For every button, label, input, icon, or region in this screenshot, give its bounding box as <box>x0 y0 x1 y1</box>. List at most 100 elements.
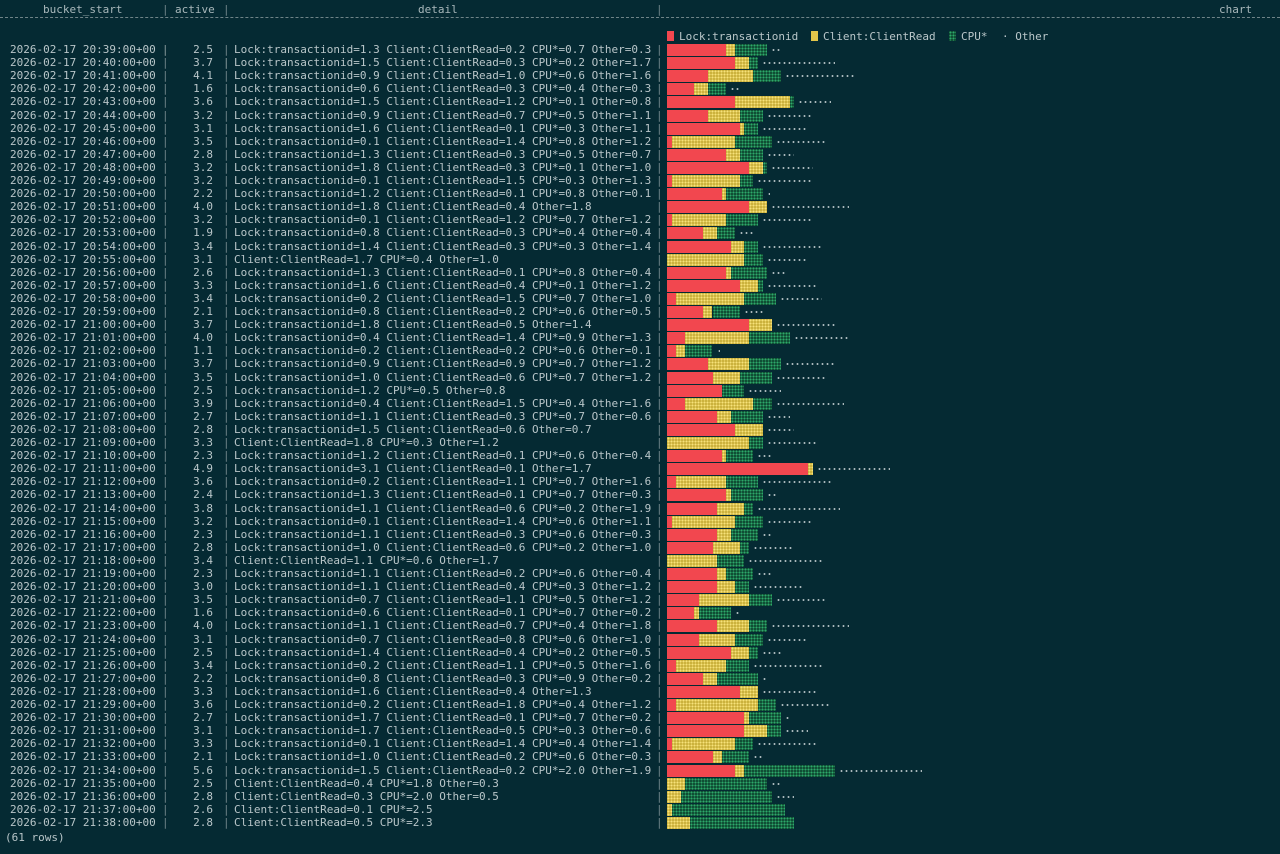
table-row[interactable]: 2026-02-17 20:43:00+00 3.6 Lock:transactio… <box>0 95 1280 109</box>
table-row[interactable]: 2026-02-17 21:17:00+00 2.8 Lock:transactio… <box>0 541 1280 554</box>
table-row[interactable]: 2026-02-17 21:07:00+00 2.7 Lock:transactio… <box>0 410 1280 423</box>
bar-segment-lock <box>667 620 718 633</box>
row-count: (61 rows) <box>5 831 65 844</box>
column-separator: | <box>223 147 230 161</box>
table-row[interactable]: 2026-02-17 20:54:00+00 3.4 Lock:transactio… <box>0 240 1280 253</box>
bar-segment-client <box>730 646 749 659</box>
column-separator: | <box>223 606 230 620</box>
table-row[interactable]: 2026-02-17 21:22:00+00 1.6 Lock:transactio… <box>0 606 1280 620</box>
table-row[interactable]: 2026-02-17 20:40:00+00 3.7 Lock:transactio… <box>0 56 1280 70</box>
row-active: 2.7 <box>193 409 213 423</box>
table-row[interactable]: 2026-02-17 20:59:00+00 2.1 Lock:transactio… <box>0 305 1280 318</box>
column-separator: | <box>162 658 169 672</box>
table-row[interactable]: 2026-02-17 21:14:00+00 3.8 Lock:transactio… <box>0 502 1280 515</box>
row-detail: Lock:transactionid=1.3 Client:ClientRead… <box>234 43 652 56</box>
table-row[interactable]: 2026-02-17 21:16:00+00 2.3 Lock:transactio… <box>0 528 1280 541</box>
bar-segment-lock <box>667 201 749 214</box>
column-header-chart[interactable]: chart <box>1219 3 1253 16</box>
table-row[interactable]: 2026-02-17 21:03:00+00 3.7 Lock:transactio… <box>0 357 1280 371</box>
table-row[interactable]: 2026-02-17 20:48:00+00 3.2 Lock:transactio… <box>0 161 1280 174</box>
bar-segment-client <box>717 502 745 515</box>
table-row[interactable]: 2026-02-17 21:35:00+00 2.5 Client:ClientRe… <box>0 777 1280 790</box>
table-row[interactable]: 2026-02-17 21:25:00+00 2.5 Lock:transactio… <box>0 646 1280 659</box>
table-row[interactable]: 2026-02-17 20:58:00+00 3.4 Lock:transactio… <box>0 292 1280 305</box>
column-separator: | <box>223 658 230 672</box>
table-row[interactable]: 2026-02-17 21:10:00+00 2.3 Lock:transactio… <box>0 449 1280 463</box>
table-row[interactable]: 2026-02-17 21:00:00+00 3.7 Lock:transactio… <box>0 318 1280 332</box>
table-row[interactable]: 2026-02-17 21:33:00+00 2.1 Lock:transactio… <box>0 750 1280 764</box>
table-row[interactable]: 2026-02-17 20:57:00+00 3.3 Lock:transactio… <box>0 279 1280 292</box>
table-row[interactable]: 2026-02-17 21:01:00+00 4.0 Lock:transactio… <box>0 331 1280 345</box>
bar-segment-other <box>780 297 822 300</box>
bar-segment-other <box>757 507 840 510</box>
table-row[interactable]: 2026-02-17 20:52:00+00 3.2 Lock:transactio… <box>0 213 1280 227</box>
row-detail: Lock:transactionid=0.9 Client:ClientRead… <box>234 69 652 83</box>
table-row[interactable]: 2026-02-17 21:13:00+00 2.4 Lock:transactio… <box>0 488 1280 502</box>
table-row[interactable]: 2026-02-17 20:47:00+00 2.8 Lock:transactio… <box>0 148 1280 161</box>
table-row[interactable]: 2026-02-17 21:24:00+00 3.1 Lock:transactio… <box>0 633 1280 646</box>
table-row[interactable]: 2026-02-17 21:37:00+00 2.6 Client:ClientRe… <box>0 803 1280 816</box>
table-row[interactable]: 2026-02-17 21:04:00+00 3.5 Lock:transactio… <box>0 371 1280 384</box>
column-header-active[interactable]: active <box>175 3 215 16</box>
bar-segment-other <box>771 166 813 169</box>
bar-segment-cpu <box>735 633 763 646</box>
table-row[interactable]: 2026-02-17 20:42:00+00 1.6 Lock:transactio… <box>0 82 1280 96</box>
table-row[interactable]: 2026-02-17 20:53:00+00 1.9 Lock:transactio… <box>0 226 1280 240</box>
column-separator: | <box>656 527 663 541</box>
table-row[interactable]: 2026-02-17 20:44:00+00 3.2 Lock:transactio… <box>0 109 1280 122</box>
bar-segment-client <box>712 371 740 384</box>
bar-segment-lock <box>667 476 677 489</box>
column-header-detail[interactable]: detail <box>418 3 458 16</box>
table-row[interactable]: 2026-02-17 20:41:00+00 4.1 Lock:transactio… <box>0 69 1280 83</box>
table-row[interactable]: 2026-02-17 21:19:00+00 2.3 Lock:transactio… <box>0 567 1280 580</box>
table-row[interactable]: 2026-02-17 21:08:00+00 2.8 Lock:transactio… <box>0 423 1280 436</box>
table-row[interactable]: 2026-02-17 21:26:00+00 3.4 Lock:transactio… <box>0 659 1280 672</box>
table-row[interactable]: 2026-02-17 21:30:00+00 2.7 Lock:transactio… <box>0 711 1280 725</box>
table-row[interactable]: 2026-02-17 20:50:00+00 2.2 Lock:transactio… <box>0 187 1280 201</box>
table-row[interactable]: 2026-02-17 21:28:00+00 3.3 Lock:transactio… <box>0 685 1280 698</box>
legend-item-lock: Lock:transactionid <box>667 30 798 43</box>
table-row[interactable]: 2026-02-17 20:51:00+00 4.0 Lock:transactio… <box>0 200 1280 214</box>
column-header-bucket-start[interactable]: bucket_start <box>43 3 123 16</box>
table-row[interactable]: 2026-02-17 21:38:00+00 2.8 Client:ClientRe… <box>0 816 1280 829</box>
table-row[interactable]: 2026-02-17 21:31:00+00 3.1 Lock:transactio… <box>0 724 1280 738</box>
table-row[interactable]: 2026-02-17 20:56:00+00 2.6 Lock:transactio… <box>0 266 1280 279</box>
table-row[interactable]: 2026-02-17 21:06:00+00 3.9 Lock:transactio… <box>0 397 1280 410</box>
spacer-row: | | | <box>0 30 1280 82</box>
row-timestamp: 2026-02-17 20:56:00+00 <box>10 265 156 279</box>
table-row[interactable]: 2026-02-17 21:27:00+00 2.2 Lock:transactio… <box>0 672 1280 685</box>
bar-segment-other <box>780 704 831 706</box>
table-row[interactable]: 2026-02-17 21:36:00+00 2.8 Client:ClientRe… <box>0 790 1280 803</box>
table-row[interactable]: 2026-02-17 21:11:00+00 4.9 Lock:transactio… <box>0 462 1280 476</box>
row-active: 3.5 <box>193 593 213 607</box>
column-separator: | <box>162 671 169 685</box>
bar-segment-client <box>707 70 754 83</box>
table-row[interactable]: 2026-02-17 21:05:00+00 2.5 Lock:transactio… <box>0 384 1280 397</box>
table-row[interactable]: 2026-02-17 20:46:00+00 3.5 Lock:transactio… <box>0 135 1280 148</box>
table-row[interactable]: 2026-02-17 21:21:00+00 3.5 Lock:transactio… <box>0 593 1280 607</box>
bar-segment-cpu <box>753 397 772 410</box>
table-row[interactable]: 2026-02-17 21:23:00+00 4.0 Lock:transactio… <box>0 619 1280 633</box>
table-row[interactable]: 2026-02-17 21:20:00+00 3.0 Lock:transactio… <box>0 580 1280 594</box>
table-row[interactable]: 2026-02-17 21:29:00+00 3.6 Lock:transactio… <box>0 698 1280 711</box>
table-row[interactable]: 2026-02-17 21:34:00+00 5.6 Lock:transactio… <box>0 764 1280 777</box>
bar-segment-other <box>839 769 922 772</box>
table-row[interactable]: 2026-02-17 20:49:00+00 3.2 Lock:transactio… <box>0 174 1280 187</box>
bar-segment-cpu <box>726 476 758 489</box>
column-separator: | <box>162 527 169 541</box>
table-row[interactable]: 2026-02-17 20:45:00+00 3.1 Lock:transactio… <box>0 122 1280 135</box>
bar-segment-lock <box>667 332 686 345</box>
row-timestamp: 2026-02-17 21:12:00+00 <box>10 475 156 489</box>
row-timestamp: 2026-02-17 21:09:00+00 <box>10 436 156 449</box>
table-row[interactable]: 2026-02-17 21:02:00+00 1.1 Lock:transactio… <box>0 344 1280 358</box>
table-row[interactable]: 2026-02-17 21:18:00+00 3.4 Client:ClientRe… <box>0 554 1280 567</box>
row-detail: Lock:transactionid=0.1 Client:ClientRead… <box>234 737 652 751</box>
table-row[interactable]: 2026-02-17 20:55:00+00 3.1 Client:ClientRe… <box>0 253 1280 266</box>
column-separator: | <box>162 187 169 201</box>
table-row[interactable]: 2026-02-17 21:12:00+00 3.6 Lock:transactio… <box>0 475 1280 489</box>
table-row[interactable]: 2026-02-17 20:39:00+00 2.5 Lock:transactio… <box>0 43 1280 56</box>
table-row[interactable]: 2026-02-17 21:32:00+00 3.3 Lock:transactio… <box>0 737 1280 751</box>
row-timestamp: 2026-02-17 20:39:00+00 <box>10 43 156 56</box>
table-row[interactable]: 2026-02-17 21:09:00+00 3.3 Client:ClientRe… <box>0 436 1280 449</box>
table-row[interactable]: 2026-02-17 21:15:00+00 3.2 Lock:transactio… <box>0 515 1280 528</box>
